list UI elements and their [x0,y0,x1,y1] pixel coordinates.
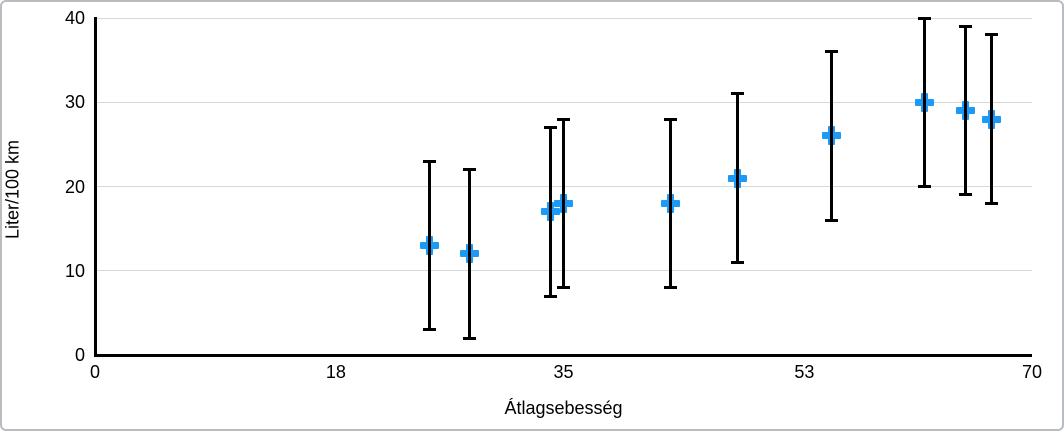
error-bar-bottom-cap [824,218,838,222]
error-bar[interactable] [669,119,673,288]
error-bar-top-cap [985,33,999,37]
error-bar-top-cap [664,117,678,121]
y-axis-tick-label: 40 [64,8,85,28]
x-axis-tick-label: 0 [89,362,100,382]
error-bar-bottom-cap [664,286,678,290]
x-axis-tick-label: 53 [794,362,815,382]
y-axis-tick-label: 10 [64,260,85,281]
y-gridline [95,101,1032,103]
error-bar-bottom-cap [958,193,972,197]
error-bar-top-cap [543,126,557,130]
x-axis-line [93,353,1032,357]
x-axis-tick-label: 18 [325,362,346,382]
error-bar[interactable] [428,161,432,330]
error-bar-bottom-cap [463,336,477,340]
error-bar[interactable] [829,51,833,221]
error-bar-bottom-cap [985,201,999,205]
error-bar-top-cap [423,159,437,163]
error-bar[interactable] [562,119,565,288]
error-bar[interactable] [548,127,552,297]
y-gridline [95,17,1032,19]
x-axis-tick-label: 70 [1021,362,1043,382]
error-bar-bottom-cap [731,260,744,264]
y-axis-tick-label: 30 [64,92,85,113]
error-bar[interactable] [468,169,472,339]
error-bar-top-cap [824,50,838,54]
error-bar-top-cap [918,16,932,20]
error-bar[interactable] [990,34,994,204]
error-bar-top-cap [463,168,477,172]
error-bar-top-cap [958,24,972,28]
error-bar-top-cap [557,117,570,121]
y-axis-tick-label: 20 [64,176,85,197]
y-axis-tick-label: 0 [74,345,85,365]
error-bar-bottom-cap [543,294,557,298]
error-bar[interactable] [963,26,967,195]
error-bar-bottom-cap [423,328,437,332]
error-bar-bottom-cap [918,185,932,188]
x-axis-tick-label: 35 [553,362,574,382]
y-axis-title: Liter/100 km [2,139,23,240]
error-bar-top-cap [731,92,744,96]
error-bar-bottom-cap [557,286,570,290]
x-axis-title: Átlagsebesség [504,398,623,418]
y-axis-line [93,17,97,355]
error-bar[interactable] [736,93,739,263]
error-bar[interactable] [923,18,927,187]
